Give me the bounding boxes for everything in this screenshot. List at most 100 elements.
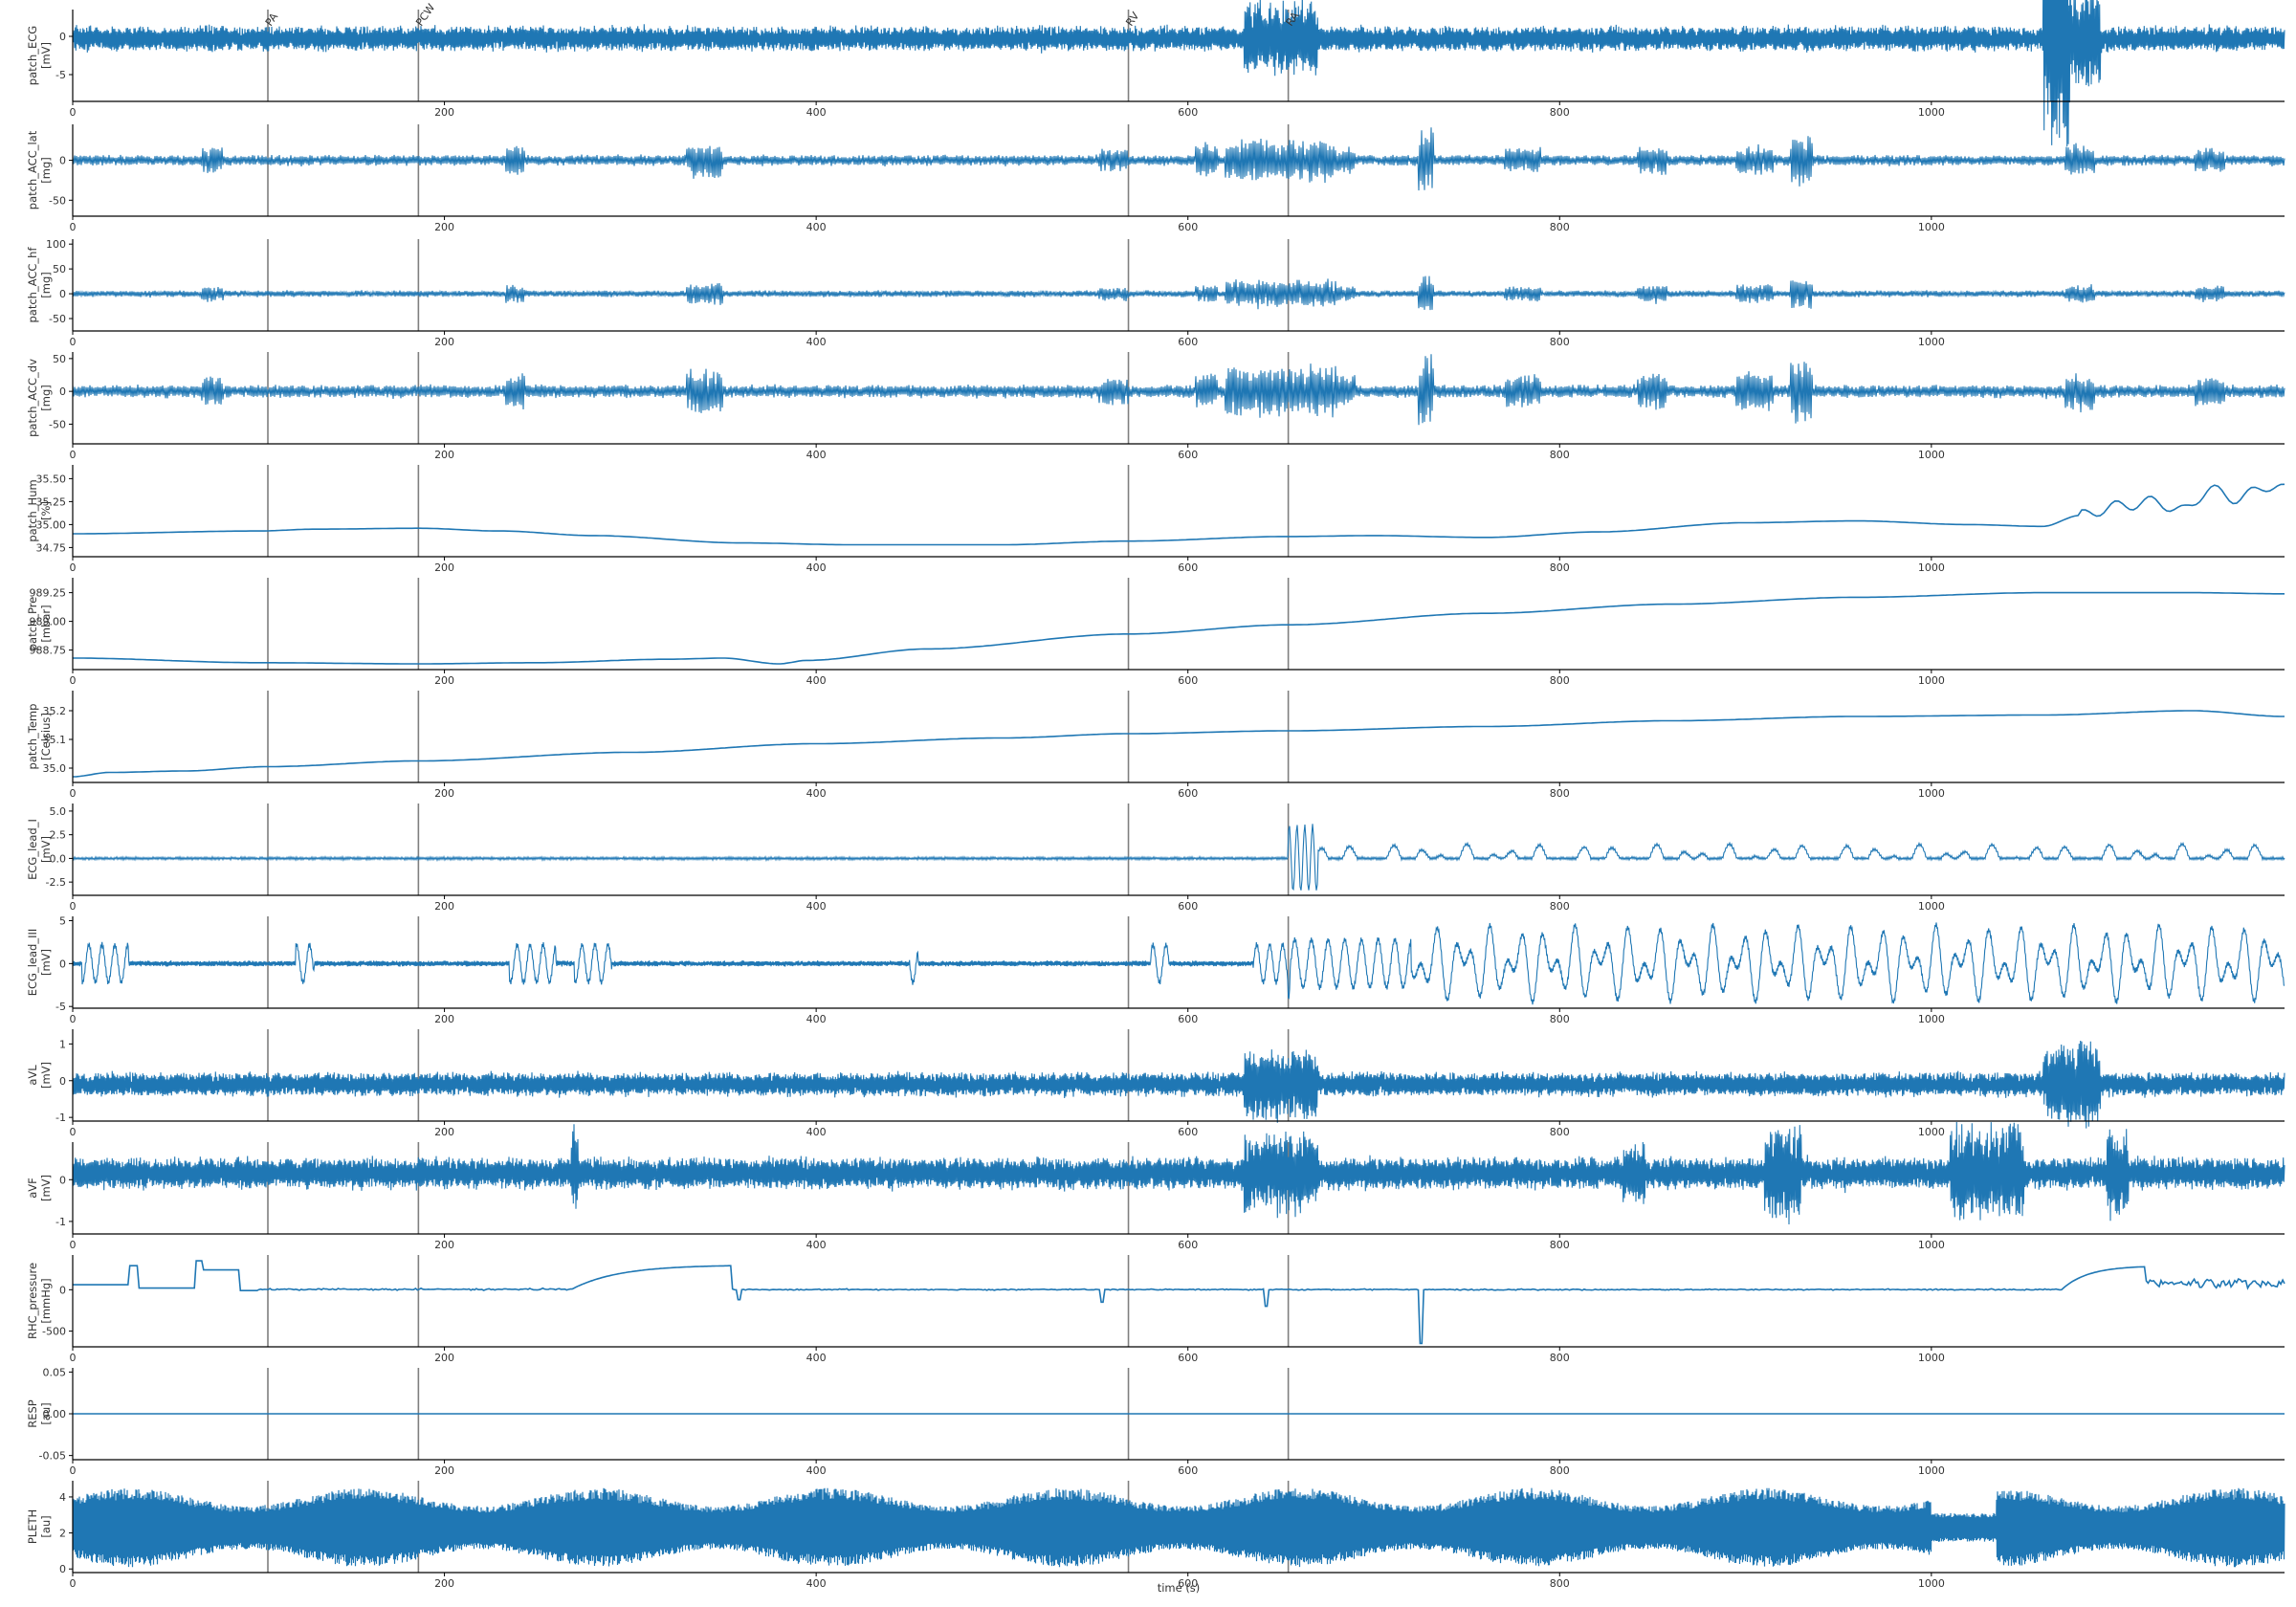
x-tick-label: 1000 bbox=[1918, 1464, 1945, 1477]
x-tick-label: 400 bbox=[806, 1464, 827, 1477]
y-tick-label: -500 bbox=[42, 1326, 66, 1338]
y-axis-unit: [mV] bbox=[39, 1062, 53, 1089]
panel-RESP: 0.05 0.00 -0.05 0 200 400 600 800 1000 RESP [au] bbox=[26, 1366, 2285, 1477]
x-tick-label: 1000 bbox=[1918, 1577, 1945, 1590]
y-tick-label: -1 bbox=[55, 1112, 66, 1124]
y-axis-label: patch_Temp bbox=[26, 704, 39, 770]
x-tick-label: 800 bbox=[1550, 787, 1570, 800]
panel-patch_ACC_hf: 100 50 0 -50 0 200 400 600 800 1000 patch_ACC_hf [m… bbox=[26, 238, 2285, 348]
series-patch_Pre bbox=[73, 591, 2285, 665]
series-aVF bbox=[72, 1121, 2285, 1225]
y-axis-label: patch_ACC_dv bbox=[26, 359, 39, 437]
y-tick-label: 34.75 bbox=[36, 541, 67, 554]
x-tick-label: 200 bbox=[434, 449, 454, 461]
x-tick-label: 600 bbox=[1178, 1352, 1198, 1364]
x-tick-label: 600 bbox=[1178, 1577, 1198, 1590]
x-tick-label: 200 bbox=[434, 1464, 454, 1477]
x-tick-label: 1000 bbox=[1918, 106, 1945, 119]
y-axis-unit: [mV] bbox=[39, 1175, 53, 1201]
x-tick-label: 800 bbox=[1550, 106, 1570, 119]
x-tick-label: 800 bbox=[1550, 1013, 1570, 1025]
event-label-pa: PA bbox=[263, 11, 281, 29]
y-axis-label: aVF bbox=[26, 1178, 39, 1199]
x-tick-label: 800 bbox=[1550, 1239, 1570, 1251]
x-tick-label: 400 bbox=[806, 1126, 827, 1138]
x-tick-label: 800 bbox=[1550, 900, 1570, 913]
y-axis-label: RESP bbox=[26, 1399, 39, 1428]
y-tick-label: -2.5 bbox=[46, 876, 66, 889]
x-tick-label: 1000 bbox=[1918, 1013, 1945, 1025]
y-tick-label: 35.00 bbox=[36, 518, 67, 531]
x-tick-label: 400 bbox=[806, 1352, 827, 1364]
x-tick-label: 600 bbox=[1178, 674, 1198, 687]
y-tick-label: 0 bbox=[59, 1174, 66, 1186]
panel-patch_Temp: 35.2 35.1 35.00 200 400 600 800 1000 patch_Temp[… bbox=[26, 691, 2285, 800]
x-tick-label: 1000 bbox=[1918, 900, 1945, 913]
series-aVL bbox=[72, 1040, 2285, 1129]
x-tick-label: 400 bbox=[806, 336, 827, 348]
y-tick-label: 4 bbox=[59, 1491, 66, 1504]
x-tick-label: 200 bbox=[434, 1013, 454, 1025]
y-axis-unit: [mV] bbox=[39, 42, 53, 69]
y-axis-unit: [mV] bbox=[39, 949, 53, 976]
y-axis-label: patch_ACC_hf bbox=[26, 247, 39, 323]
y-axis-label: patch_ACC_lat bbox=[26, 130, 39, 209]
x-tick-label: 0 bbox=[70, 449, 77, 461]
y-tick-label: 0 bbox=[59, 1075, 66, 1088]
x-tick-label: 1000 bbox=[1918, 1239, 1945, 1251]
x-tick-label: 1000 bbox=[1918, 561, 1945, 574]
y-tick-label: 0 bbox=[59, 958, 66, 970]
x-tick-label: 400 bbox=[806, 674, 827, 687]
y-axis-unit: [mbar] bbox=[39, 605, 53, 642]
x-tick-label: 1000 bbox=[1918, 221, 1945, 233]
x-tick-label: 1000 bbox=[1918, 1126, 1945, 1138]
x-tick-label: 200 bbox=[434, 787, 454, 800]
x-tick-label: 600 bbox=[1178, 900, 1198, 913]
y-tick-label: 0 bbox=[59, 155, 66, 167]
y-tick-label: 0.05 bbox=[43, 1366, 67, 1378]
x-tick-label: 0 bbox=[70, 787, 77, 800]
x-tick-label: 1000 bbox=[1918, 787, 1945, 800]
y-tick-label: 0 bbox=[59, 31, 66, 43]
x-tick-label: 200 bbox=[434, 561, 454, 574]
x-tick-label: 1000 bbox=[1918, 336, 1945, 348]
x-tick-label: 0 bbox=[70, 1352, 77, 1364]
y-tick-label: 50 bbox=[53, 353, 66, 365]
x-tick-label: 800 bbox=[1550, 336, 1570, 348]
y-tick-label: 989.00 bbox=[30, 616, 67, 628]
x-tick-label: 600 bbox=[1178, 1126, 1198, 1138]
y-axis-label: patch_Hum bbox=[26, 479, 39, 541]
panel-patch_Pre: 989.25 989.00 988.75 0 200 400 600 800 1000 patch… bbox=[26, 578, 2285, 687]
y-axis-unit: [%] bbox=[39, 501, 53, 520]
series-patch_Hum bbox=[73, 483, 2285, 546]
y-tick-label: 2 bbox=[59, 1528, 66, 1540]
x-tick-label: 200 bbox=[434, 674, 454, 687]
x-tick-label: 600 bbox=[1178, 561, 1198, 574]
series-patch_ECG bbox=[72, 0, 2285, 147]
y-tick-label: -1 bbox=[55, 1216, 66, 1228]
y-axis-label: RHC_pressure bbox=[26, 1263, 39, 1339]
x-tick-label: 800 bbox=[1550, 674, 1570, 687]
x-tick-label: 600 bbox=[1178, 336, 1198, 348]
y-axis-unit: [au] bbox=[39, 1402, 53, 1424]
x-tick-label: 200 bbox=[434, 900, 454, 913]
x-tick-label: 800 bbox=[1550, 1352, 1570, 1364]
x-tick-label: 1000 bbox=[1918, 674, 1945, 687]
x-tick-label: 600 bbox=[1178, 1239, 1198, 1251]
x-tick-label: 0 bbox=[70, 900, 77, 913]
x-tick-label: 200 bbox=[434, 336, 454, 348]
y-tick-label: -0.05 bbox=[39, 1450, 66, 1463]
y-axis-label: patch_ECG bbox=[26, 26, 39, 85]
x-tick-label: 400 bbox=[806, 221, 827, 233]
series-patch_Temp bbox=[72, 710, 2285, 778]
panel-ECG_lead_I: 5.0 2.5 0.0 -2.5 0 200 400 600 800 1000 ECG_lead_I… bbox=[26, 804, 2285, 913]
y-tick-label: -5 bbox=[55, 1001, 66, 1013]
y-axis-unit: [mg] bbox=[39, 272, 53, 297]
x-tick-label: 0 bbox=[70, 674, 77, 687]
series-patch_ACC_lat bbox=[72, 127, 2285, 191]
y-tick-label: 50 bbox=[53, 263, 66, 275]
panel-RHC_pressure: 0 -500 0 200 400 600 800 1000 RHC_pressure [mmHg] bbox=[26, 1255, 2285, 1364]
y-axis-unit: [mg] bbox=[39, 385, 53, 410]
y-tick-label: -50 bbox=[49, 194, 66, 207]
